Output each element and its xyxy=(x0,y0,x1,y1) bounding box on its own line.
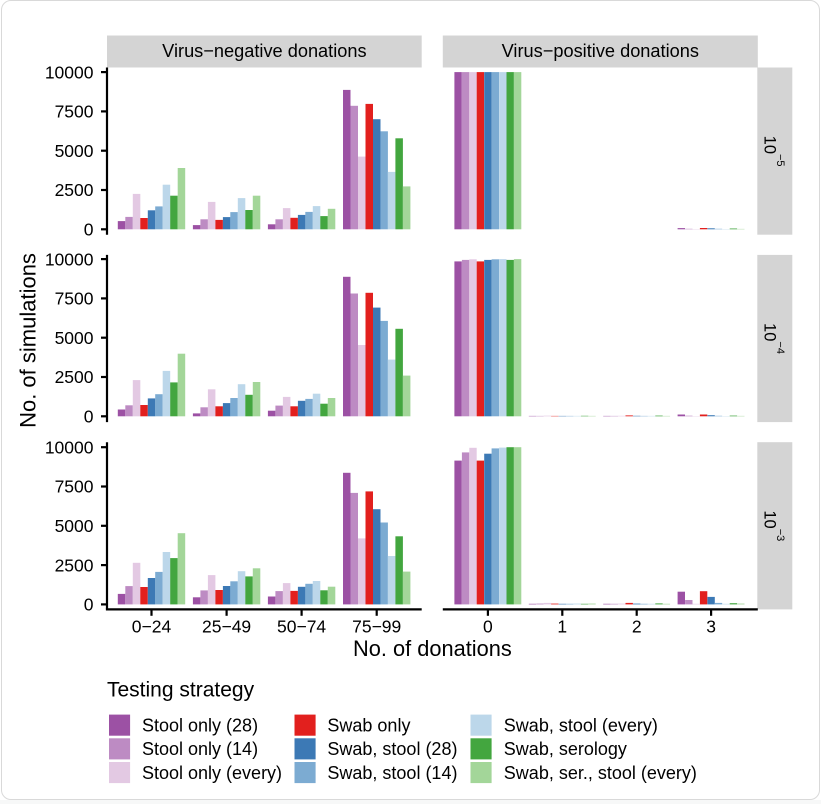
svg-text:2500: 2500 xyxy=(55,180,94,200)
svg-text:1: 1 xyxy=(557,616,567,636)
svg-text:2500: 2500 xyxy=(55,555,94,575)
svg-text:Virus−negative donations: Virus−negative donations xyxy=(162,41,366,61)
svg-text:Stool only (14): Stool only (14) xyxy=(142,739,258,759)
svg-text:Swab, stool (14): Swab, stool (14) xyxy=(327,763,457,783)
svg-text:Stool only (every): Stool only (every) xyxy=(142,763,282,783)
svg-text:5000: 5000 xyxy=(55,328,94,348)
svg-text:0: 0 xyxy=(483,616,493,636)
svg-text:Swab, stool (28): Swab, stool (28) xyxy=(327,739,457,759)
svg-text:Stool only (28): Stool only (28) xyxy=(142,715,258,735)
svg-text:10000: 10000 xyxy=(45,437,94,457)
svg-text:Swab only: Swab only xyxy=(327,715,410,735)
svg-text:0: 0 xyxy=(84,220,94,240)
svg-text:5000: 5000 xyxy=(55,141,94,161)
svg-text:25−49: 25−49 xyxy=(202,616,251,636)
svg-text:Swab, stool (every): Swab, stool (every) xyxy=(504,715,658,735)
svg-text:Swab, serology: Swab, serology xyxy=(504,739,627,759)
svg-text:No. of donations: No. of donations xyxy=(353,636,512,661)
svg-text:10000: 10000 xyxy=(45,249,94,269)
svg-text:50−74: 50−74 xyxy=(277,616,326,636)
svg-text:7500: 7500 xyxy=(55,289,94,309)
svg-text:0−24: 0−24 xyxy=(132,616,172,636)
svg-text:7500: 7500 xyxy=(55,102,94,122)
svg-text:No. of simulations: No. of simulations xyxy=(16,253,41,428)
svg-text:Swab, ser., stool (every): Swab, ser., stool (every) xyxy=(504,763,697,783)
svg-text:Virus−positive donations: Virus−positive donations xyxy=(502,41,699,61)
svg-text:7500: 7500 xyxy=(55,477,94,497)
svg-text:75−99: 75−99 xyxy=(352,616,401,636)
svg-text:0: 0 xyxy=(84,407,94,427)
svg-text:0: 0 xyxy=(84,595,94,615)
svg-text:2500: 2500 xyxy=(55,367,94,387)
svg-text:10000: 10000 xyxy=(45,62,94,82)
svg-text:3: 3 xyxy=(706,616,716,636)
svg-text:2: 2 xyxy=(632,616,642,636)
svg-text:5000: 5000 xyxy=(55,516,94,536)
svg-text:Testing strategy: Testing strategy xyxy=(107,678,255,701)
